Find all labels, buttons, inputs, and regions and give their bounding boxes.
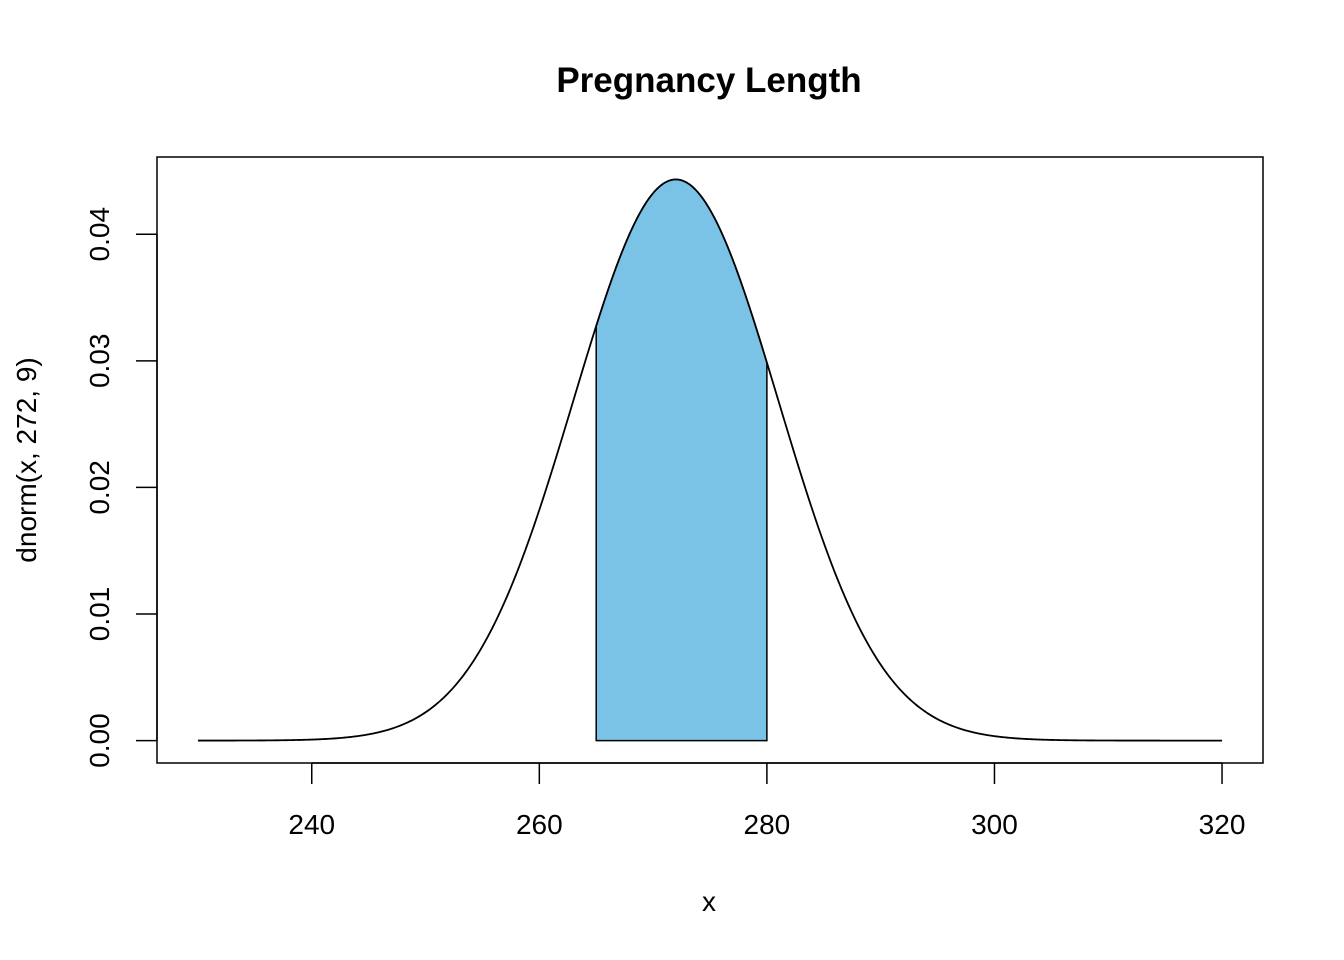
y-axis-title: dnorm(x, 272, 9) (11, 357, 42, 562)
y-tick-label: 0.04 (84, 207, 115, 262)
x-tick-label: 280 (744, 809, 791, 840)
y-axis: 0.00 0.01 0.02 0.03 0.04 (84, 207, 158, 768)
y-tick-label: 0.02 (84, 460, 115, 515)
y-tick-label: 0.03 (84, 334, 115, 389)
x-tick-label: 300 (971, 809, 1018, 840)
x-axis-title: x (702, 886, 716, 917)
y-tick-label: 0.00 (84, 713, 115, 768)
y-tick-label: 0.01 (84, 587, 115, 642)
plot-layer (197, 178, 1223, 742)
x-tick-label: 320 (1199, 809, 1246, 840)
density-curve (197, 178, 1223, 742)
x-axis: 240 260 280 300 320 (288, 762, 1246, 840)
chart-title: Pregnancy Length (556, 61, 861, 100)
shaded-region (595, 178, 768, 742)
x-tick-label: 260 (516, 809, 563, 840)
x-tick-label: 240 (288, 809, 335, 840)
